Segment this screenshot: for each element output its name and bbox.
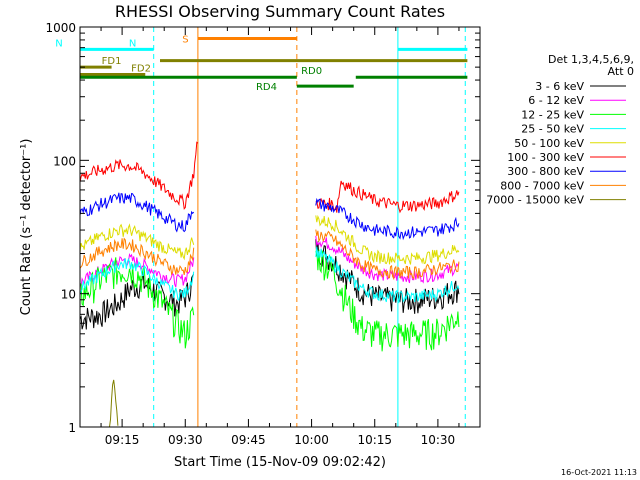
interval-markers	[153, 27, 466, 427]
legend-label: 6 - 12 keV	[528, 94, 584, 107]
legend-header: Det 1,3,4,5,6,9,	[548, 53, 634, 66]
x-tick-label: 10:15	[357, 433, 392, 447]
legend-label: 12 - 25 keV	[521, 108, 584, 121]
legend-label: 50 - 100 keV	[514, 137, 584, 150]
series-line-3	[79, 246, 460, 304]
flag-label-rd0: RD0	[301, 66, 322, 77]
legend-label: 800 - 7000 keV	[500, 179, 584, 192]
series-line-5	[79, 141, 460, 214]
flag-label-fd2: FD2	[131, 64, 151, 75]
series-line-7	[79, 229, 460, 281]
series-line-1	[79, 235, 460, 288]
legend-label: 300 - 800 keV	[507, 165, 584, 178]
series-lines	[79, 141, 460, 428]
y-axis: 1 10 100 1000	[45, 21, 480, 435]
x-tick-label: 10:00	[294, 433, 329, 447]
chart-title: RHESSI Observing Summary Count Rates	[115, 2, 445, 21]
series-line-6	[79, 192, 460, 241]
y-tick-label: 1000	[45, 21, 76, 35]
flag-label-n: N	[129, 38, 136, 49]
x-axis-label: Start Time (15-Nov-09 09:02:42)	[174, 455, 386, 470]
x-tick-label: 09:45	[231, 433, 266, 447]
plot-frame	[79, 26, 481, 428]
x-tick-label: 09:15	[105, 433, 140, 447]
y-axis-label: Count Rate (s⁻¹ detector⁻¹)	[19, 139, 34, 316]
y-tick-label: 100	[53, 154, 76, 168]
legend-header: Att 0	[608, 65, 634, 78]
legend-label: 100 - 300 keV	[507, 151, 584, 164]
series-line-4	[79, 214, 460, 265]
footer-date: 16-Oct-2021 11:13	[561, 468, 637, 477]
flag-label-fd1: FD1	[102, 56, 122, 67]
x-tick-label: 09:30	[168, 433, 203, 447]
flag-bars: N N S FD1 FD2 RD0 RD4	[55, 34, 468, 93]
y-tick-label: 10	[61, 288, 76, 302]
legend-label: 3 - 6 keV	[535, 80, 584, 93]
flag-label-rd4: RD4	[256, 82, 277, 93]
x-tick-label: 10:30	[421, 433, 456, 447]
flag-label-s: S	[182, 34, 188, 45]
x-axis: 09:15 09:30 09:45 10:00 10:15 10:30	[79, 27, 481, 447]
series-line-8	[109, 379, 119, 428]
legend-label: 7000 - 15000 keV	[486, 194, 584, 207]
flag-label-n: N	[55, 38, 62, 49]
y-tick-label: 1	[68, 421, 76, 435]
legend-label: 25 - 50 keV	[521, 123, 584, 136]
